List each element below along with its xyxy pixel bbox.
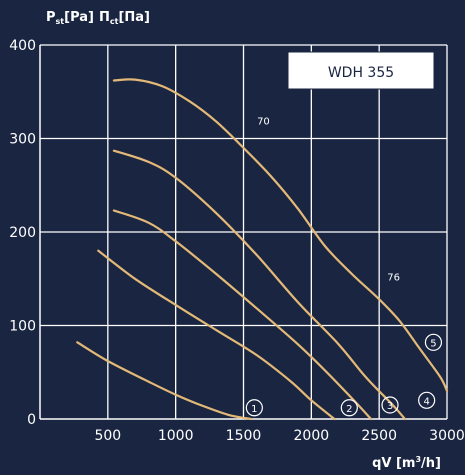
fan-curve-1 (76, 341, 253, 421)
y-tick-label: 300 (9, 132, 36, 148)
y-axis-label-2: П (99, 10, 110, 25)
x-axis-label-end: /h] (421, 456, 441, 471)
y-tick-label: 100 (9, 319, 36, 335)
curve-marker-1: 1 (245, 399, 263, 417)
x-tick-label: 500 (94, 428, 121, 444)
curve-marker-5: 5 (424, 333, 443, 351)
curve-marker-4: 4 (418, 391, 436, 409)
tick-labels: 500 1000 1500 2000 2500 3000 0 100 200 300 400 (9, 38, 465, 444)
title-box (287, 51, 435, 90)
fan-curve-2 (97, 249, 336, 421)
x-tick-label: 2000 (294, 428, 330, 444)
fan-curve-5 (112, 78, 449, 392)
chart-title: WDH 355 (328, 65, 394, 81)
curve-marker-3: 3 (381, 396, 399, 414)
x-tick-label: 1500 (226, 428, 262, 444)
x-axis-label: qV [m3/h] (372, 455, 441, 471)
curve-marker-circle (381, 396, 399, 414)
curve-marker-label: 2 (346, 404, 352, 415)
y-axis-label-2-sub: ct (110, 17, 119, 26)
y-axis-label-2-unit: [Па] (118, 10, 150, 25)
y-tick-label: 0 (27, 412, 36, 428)
y-axis-label-main: P (46, 10, 56, 25)
efficiency-annotation: 76 (387, 273, 400, 284)
y-axis-label-sub: st (56, 17, 65, 26)
curve-markers: 1 2 3 4 5 (245, 333, 443, 417)
y-tick-label: 200 (9, 225, 36, 241)
efficiency-annotation: 70 (257, 116, 270, 127)
x-tick-label: 2500 (361, 428, 397, 444)
y-tick-label: 400 (9, 38, 36, 54)
curve-marker-circle (424, 333, 443, 351)
axes (39, 45, 447, 420)
curve-marker-circle (245, 399, 263, 417)
curve-marker-label: 5 (430, 338, 436, 349)
x-axis-label-main: qV [m (372, 456, 415, 471)
x-tick-label: 3000 (429, 428, 465, 444)
curve-marker-label: 1 (251, 404, 257, 415)
curve-marker-circle (340, 399, 358, 417)
curve-marker-label: 3 (387, 401, 393, 412)
x-tick-label: 1000 (158, 428, 194, 444)
curve-marker-circle (418, 391, 436, 409)
fan-curve-3 (112, 209, 373, 421)
fan-curve-4 (112, 149, 406, 421)
grid (40, 44, 448, 419)
x-axis-label-sup: 3 (415, 455, 421, 464)
series-curves (76, 78, 449, 421)
curve-marker-label: 4 (423, 396, 429, 407)
annotations: 70 76 (257, 116, 400, 283)
legend-box: WDH 355 (287, 51, 435, 90)
y-axis-label: Pst[Pa] Пct[Па] (46, 10, 150, 26)
y-axis-label-unit: [Pa] (64, 10, 94, 25)
curve-marker-2: 2 (340, 399, 358, 417)
